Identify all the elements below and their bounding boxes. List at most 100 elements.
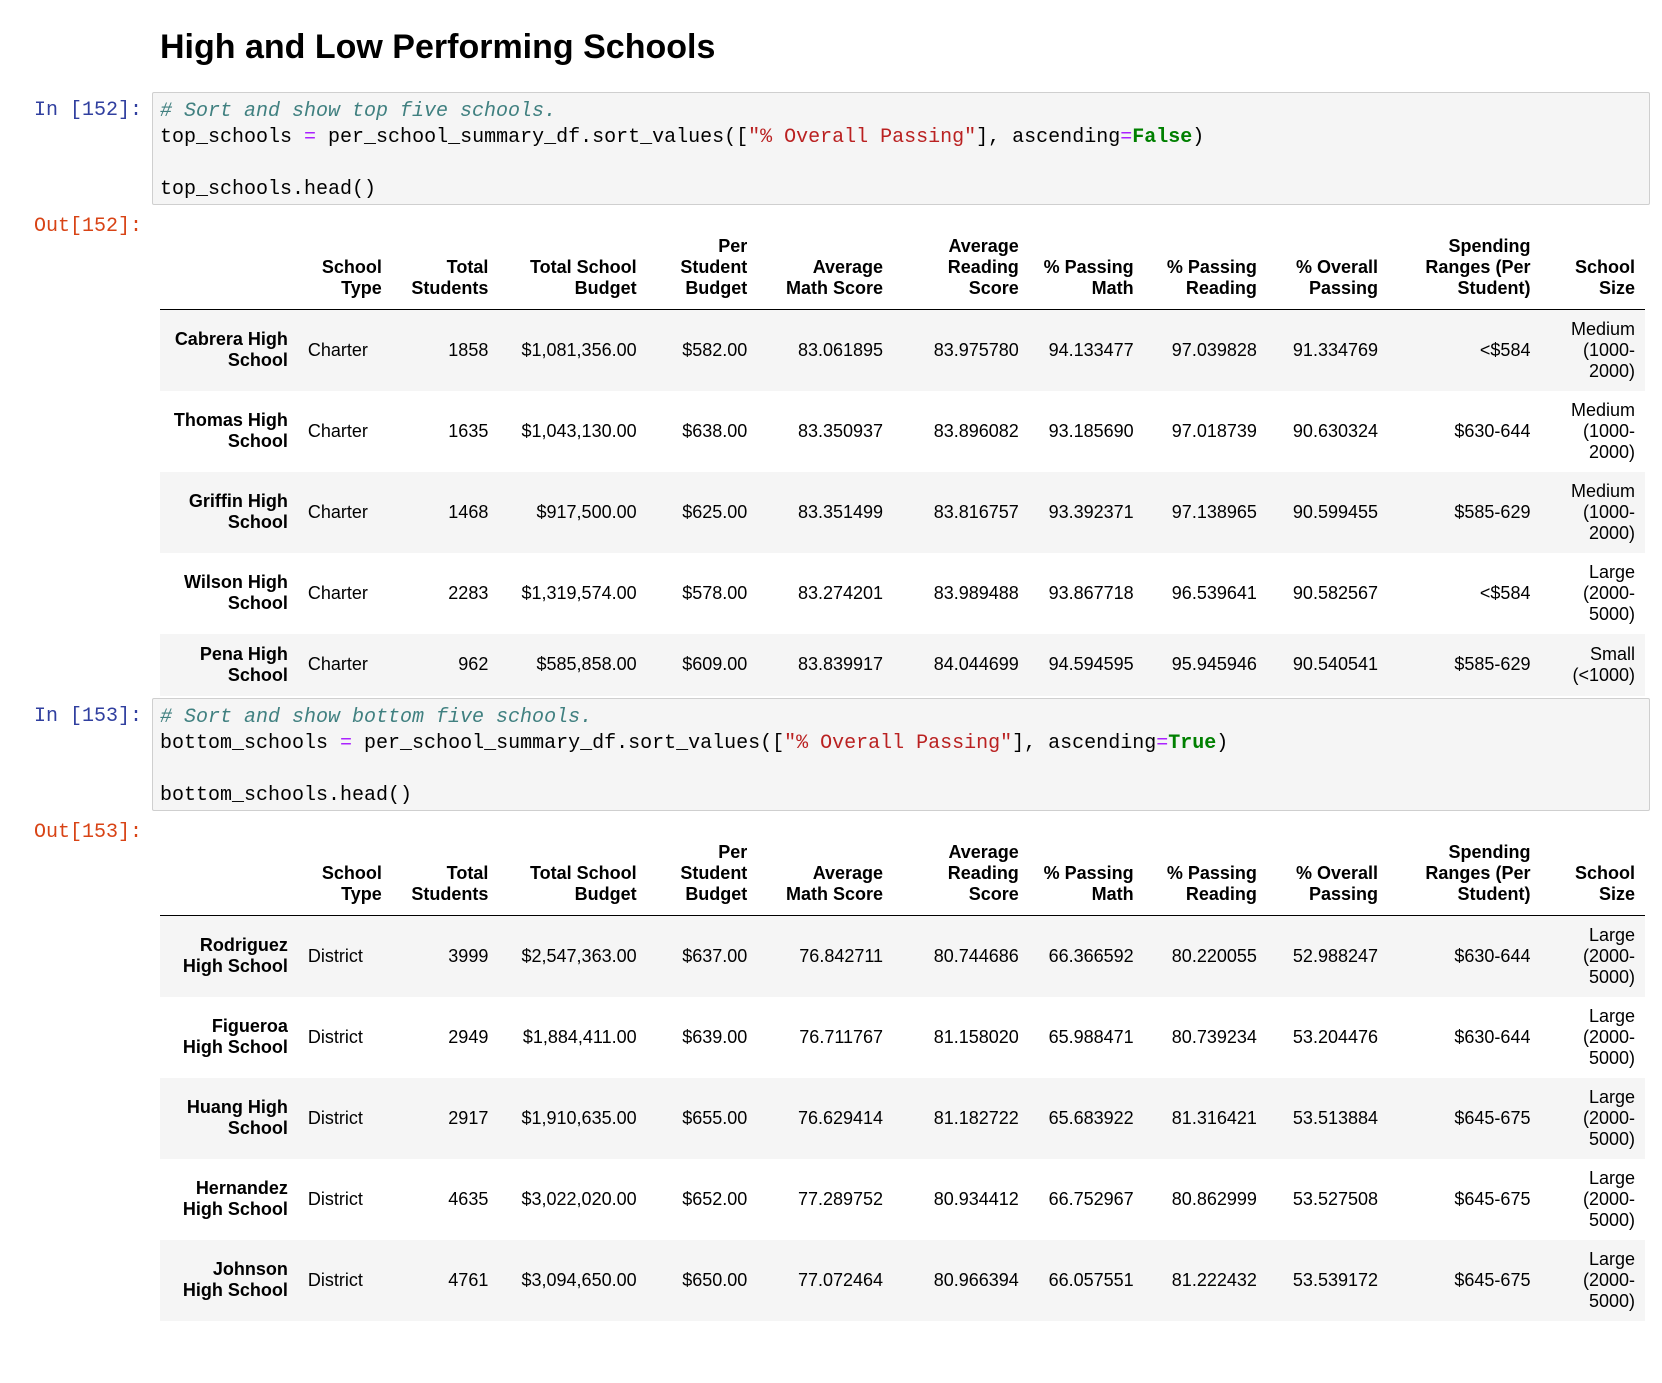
column-header: School Size [1540, 842, 1645, 916]
column-header: Average Reading Score [893, 236, 1029, 310]
code-token: "% Overall Passing" [748, 126, 977, 149]
table-cell: 65.988471 [1048, 1026, 1134, 1047]
table-cell: 97.018739 [1171, 420, 1257, 441]
code-line [160, 757, 1642, 783]
code-line: top_schools = per_school_summary_df.sort… [160, 125, 1642, 151]
table-cell: Large (2000-5000) [1582, 561, 1635, 624]
table-cell: 2283 [448, 582, 489, 603]
table-cell: 97.138965 [1171, 501, 1257, 522]
table-row: Hernandez High School District 4635 $3,022,… [160, 1159, 1645, 1240]
row-index-school-name: Griffin High School [188, 491, 288, 532]
code-token: top_schools.head() [160, 178, 377, 201]
dataframe-table-bottom-schools: School Type Total Students Total School Bu… [160, 842, 1645, 1321]
code-token: bottom_schools [160, 732, 341, 755]
table-cell: 66.752967 [1048, 1188, 1134, 1209]
code-line: top_schools.head() [160, 177, 1642, 203]
code-token: True [1168, 732, 1217, 755]
code-token: = [1120, 126, 1133, 149]
table-cell: 81.158020 [933, 1026, 1019, 1047]
input-prompt: In [152]: [33, 99, 142, 122]
table-cell: District [307, 1107, 363, 1128]
table-cell: 90.582567 [1292, 582, 1379, 603]
table-cell: 80.744686 [933, 945, 1019, 966]
table-cell: 83.350937 [797, 420, 884, 441]
code-token: # Sort and show bottom five schools. [160, 706, 593, 729]
row-index-school-name: Johnson High School [182, 1259, 288, 1300]
column-header: % Passing Reading [1143, 236, 1267, 310]
row-index-school-name: Figueroa High School [182, 1016, 288, 1057]
table-cell: 66.057551 [1048, 1269, 1134, 1290]
code-token: per_school_summary_df.sort_values([ [316, 126, 749, 149]
code-token: = [1156, 732, 1169, 755]
table-cell: 2917 [448, 1107, 489, 1128]
column-header: School Type [297, 842, 392, 916]
code-token: # Sort and show top five schools. [160, 100, 557, 123]
column-header: Spending Ranges (Per Student) [1388, 842, 1541, 916]
table-cell: 84.044699 [933, 654, 1019, 674]
table-cell: $585,858.00 [536, 654, 637, 674]
column-header: Total Students [391, 236, 499, 310]
column-header: School Size [1540, 236, 1645, 310]
table-cell: 83.896082 [933, 420, 1019, 441]
table-cell: 80.739234 [1171, 1026, 1257, 1047]
table-cell: 91.334769 [1292, 339, 1379, 360]
table-cell: 76.842711 [799, 945, 884, 966]
table-cell: 80.862999 [1171, 1188, 1257, 1209]
table-cell: $578.00 [682, 582, 748, 603]
table-cell: $2,547,363.00 [521, 945, 637, 966]
table-cell: District [307, 1188, 363, 1209]
table-cell: 77.289752 [797, 1188, 884, 1209]
code-token: ) [1192, 126, 1205, 149]
code-line [160, 151, 1642, 177]
table-cell: 1858 [448, 339, 489, 360]
table-cell: $1,319,574.00 [521, 582, 637, 603]
index-header [160, 236, 298, 310]
table-row: Cabrera High School Charter 1858 $1,081,356… [160, 309, 1645, 391]
table-row: Johnson High School District 4761 $3,094,65… [160, 1239, 1645, 1321]
table-cell: $1,081,356.00 [521, 339, 637, 360]
table-cell: 1635 [448, 420, 489, 441]
table-row: Thomas High School Charter 1635 $1,043,130.… [160, 391, 1645, 472]
code-line: bottom_schools.head() [160, 783, 1642, 809]
table-row: Rodriguez High School District 3999 $2,547,… [160, 915, 1645, 997]
table-cell: <$584 [1479, 582, 1531, 603]
table-cell: Large (2000-5000) [1582, 924, 1635, 987]
table-cell: $625.00 [682, 501, 748, 522]
code-line: # Sort and show bottom five schools. [160, 705, 1642, 731]
table-cell: 76.711767 [799, 1026, 884, 1047]
table-cell: Medium (1000-2000) [1570, 399, 1635, 462]
code-token: bottom_schools.head() [160, 784, 413, 807]
table-cell: 81.316421 [1171, 1107, 1257, 1128]
table-cell: 1468 [448, 501, 489, 522]
table-cell: 83.839917 [797, 654, 884, 674]
code-token: = [304, 126, 317, 149]
table-cell: District [307, 1269, 363, 1290]
table-cell: 4635 [448, 1188, 489, 1209]
dataframe-table-top-schools: School Type Total Students Total School Bu… [160, 236, 1645, 696]
row-index-school-name: Hernandez High School [182, 1178, 288, 1219]
table-cell: Large (2000-5000) [1582, 1167, 1635, 1230]
code-cell-top-schools[interactable]: # Sort and show top five schools. top_sch… [152, 92, 1650, 205]
code-cell-bottom-schools[interactable]: # Sort and show bottom five schools. bott… [152, 698, 1650, 811]
row-index-school-name: Huang High School [186, 1097, 288, 1138]
table-cell: $917,500.00 [536, 501, 637, 522]
table-cell: $652.00 [682, 1188, 748, 1209]
table-cell: 83.816757 [933, 501, 1019, 522]
column-header: % Passing Math [1028, 842, 1144, 916]
table-cell: $609.00 [682, 654, 748, 674]
table-cell: 83.274201 [797, 582, 884, 603]
column-header: Average Reading Score [893, 842, 1029, 916]
table-cell: 83.351499 [797, 501, 884, 522]
table-cell: Medium (1000-2000) [1570, 480, 1635, 543]
table-cell: $582.00 [682, 339, 748, 360]
table-cell: $1,910,635.00 [521, 1107, 637, 1128]
column-header: Total Students [391, 842, 499, 916]
column-header: Total School Budget [498, 842, 647, 916]
table-cell: 2949 [448, 1026, 489, 1047]
table-cell: Charter [307, 501, 368, 522]
table-cell: Charter [307, 582, 368, 603]
code-token: ) [1216, 732, 1229, 755]
table-cell: 53.539172 [1292, 1269, 1379, 1290]
code-line: # Sort and show top five schools. [160, 99, 1642, 125]
table-cell: $650.00 [682, 1269, 748, 1290]
